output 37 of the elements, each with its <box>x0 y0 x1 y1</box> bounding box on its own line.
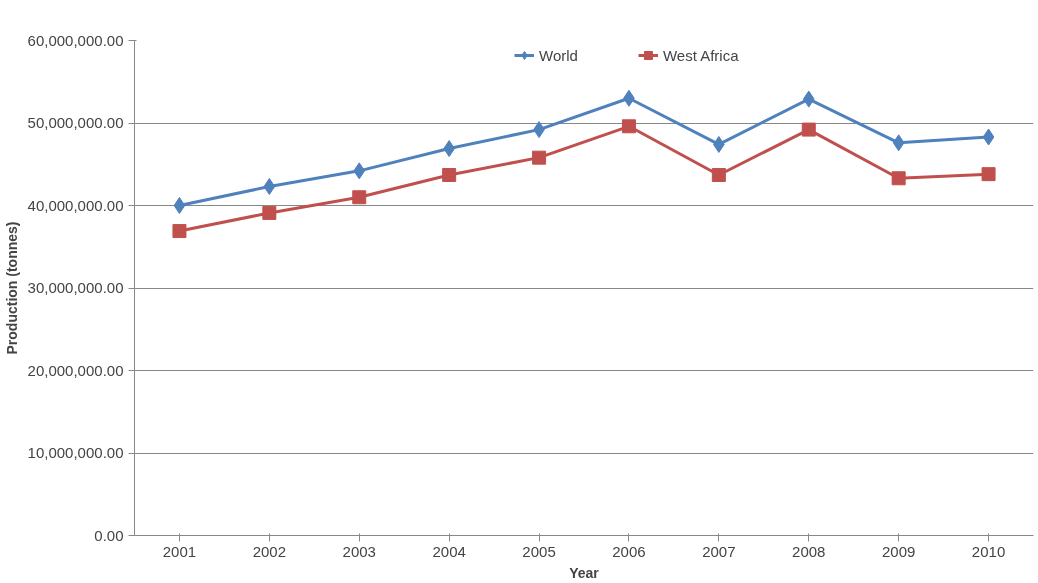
y-tick-label: 30,000,000.00 <box>27 279 124 296</box>
point <box>982 128 995 146</box>
y-tick-label: 60,000,000.00 <box>27 31 124 49</box>
point <box>891 171 906 186</box>
y-tick-label: 10,000,000.00 <box>27 444 124 461</box>
x-tick-label: 2008 <box>792 542 826 560</box>
point <box>802 90 815 108</box>
x-tick-label: 2009 <box>881 542 916 560</box>
point <box>352 190 367 205</box>
point <box>532 150 547 165</box>
y-axis-title: Production (tonnes) <box>3 221 20 355</box>
legend-label: West Africa <box>662 46 739 64</box>
x-tick-label: 2003 <box>342 542 376 560</box>
y-tick-label: 0.00 <box>94 526 124 544</box>
point <box>172 224 187 239</box>
x-tick-label: 2002 <box>252 542 287 560</box>
y-tick-label: 40,000,000.00 <box>27 196 124 214</box>
point <box>173 197 186 214</box>
x-tick-label: 2006 <box>612 542 646 560</box>
x-tick-label: 2001 <box>162 542 197 560</box>
x-axis-title: Year <box>569 564 600 581</box>
legend-label: World <box>539 46 578 64</box>
point <box>263 178 276 196</box>
point <box>981 167 996 182</box>
x-tick-label: 2004 <box>432 542 466 560</box>
x-tick-label: 2007 <box>702 542 736 560</box>
point <box>892 134 905 152</box>
y-tick-label: 20,000,000.00 <box>27 361 124 379</box>
point <box>442 167 457 182</box>
point <box>711 167 726 182</box>
y-tick-label: 50,000,000.00 <box>27 114 124 131</box>
point <box>262 205 277 220</box>
point <box>621 119 636 134</box>
point <box>801 122 816 137</box>
point <box>353 162 366 180</box>
x-tick-label: 2005 <box>522 542 556 560</box>
x-tick-label: 2010 <box>971 542 1006 560</box>
